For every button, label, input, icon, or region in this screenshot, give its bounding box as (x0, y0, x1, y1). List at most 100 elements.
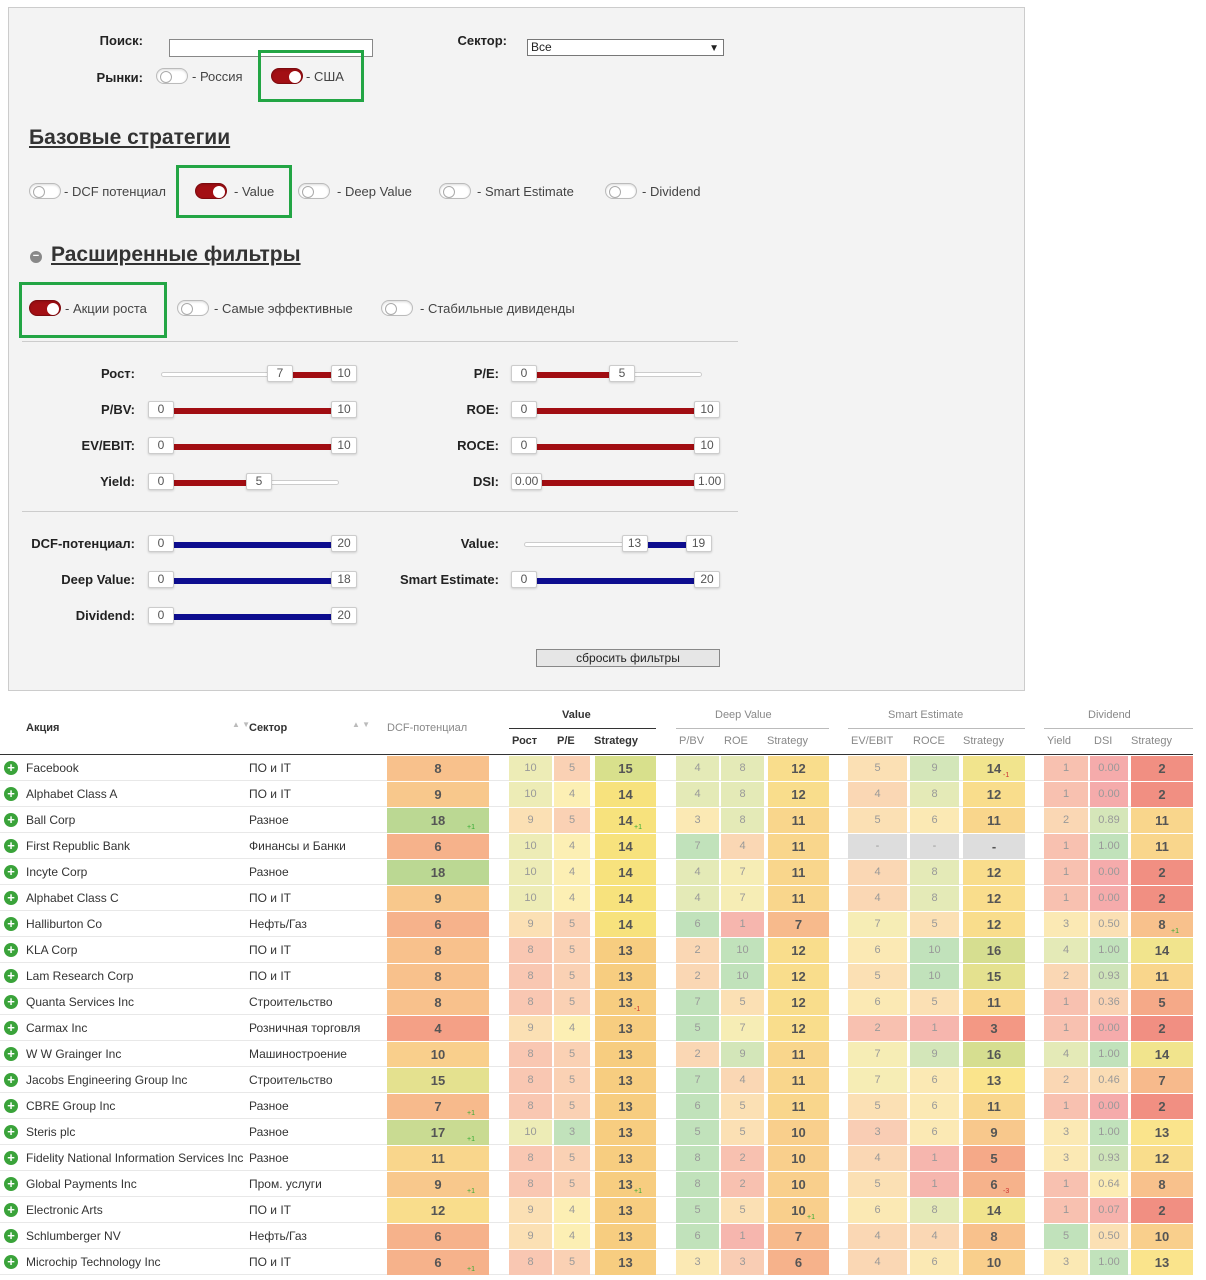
toggle-base-3[interactable] (439, 183, 471, 199)
stock-name[interactable]: Quanta Services Inc (26, 995, 135, 1009)
stock-name[interactable]: Fidelity National Information Services I… (26, 1151, 244, 1165)
toggle-base-4[interactable] (605, 183, 637, 199)
table-row[interactable]: + Jacobs Engineering Group Inc Строительст… (0, 1067, 1206, 1093)
col-header-sub[interactable]: Рост (512, 735, 538, 747)
table-row[interactable]: + Ball Corp Разное 18 +1 9 5 14 +1 3 8 11 5 6 11 2 0.89 1… (0, 807, 1206, 833)
table-row[interactable]: + Steris plc Разное 17 +1 10 3 13 5 5 10 3 6 9 3 1.00 13 (0, 1119, 1206, 1145)
slider-handle-max[interactable]: 19 (685, 535, 712, 552)
add-icon[interactable]: + (4, 1021, 18, 1035)
stock-name[interactable]: Ball Corp (26, 813, 76, 827)
add-icon[interactable]: + (4, 1203, 18, 1217)
sector-select[interactable]: Все ▼ (527, 39, 724, 56)
toggle-usa[interactable] (271, 68, 303, 84)
sort-icon[interactable]: ▲ ▼ (232, 720, 251, 729)
slider-handle-min[interactable]: 0 (148, 437, 174, 454)
add-icon[interactable]: + (4, 839, 18, 853)
slider-handle-min[interactable]: 0 (511, 401, 537, 418)
extended-filters-title[interactable]: Расширенные фильтры (51, 243, 301, 266)
add-icon[interactable]: + (4, 1047, 18, 1061)
slider-handle-max[interactable]: 5 (246, 473, 272, 490)
stock-name[interactable]: Carmax Inc (26, 1021, 88, 1035)
stock-name[interactable]: Steris plc (26, 1125, 76, 1139)
slider-handle-max[interactable]: 10 (694, 401, 720, 418)
slider-handle-max[interactable]: 20 (331, 535, 357, 552)
toggle-russia[interactable] (156, 68, 188, 84)
slider-handle-max[interactable]: 1.00 (694, 473, 726, 490)
slider-handle-max[interactable]: 18 (331, 571, 357, 588)
table-row[interactable]: + First Republic Bank Финансы и Банки 6 10 4 1… (0, 833, 1206, 859)
add-icon[interactable]: + (4, 995, 18, 1009)
table-row[interactable]: + Microchip Technology Inc ПО и IT 6 +1 8 5 13 3… (0, 1249, 1206, 1275)
slider-handle-min[interactable]: 0 (148, 607, 174, 624)
add-icon[interactable]: + (4, 1099, 18, 1113)
slider-handle-max[interactable]: 20 (694, 571, 720, 588)
col-header-sub[interactable]: Strategy (594, 735, 639, 747)
add-icon[interactable]: + (4, 1255, 18, 1269)
slider-handle-min[interactable]: 0 (148, 473, 174, 490)
slider-handle-max[interactable]: 10 (331, 401, 357, 418)
slider-handle-min[interactable]: 13 (621, 535, 648, 552)
stock-name[interactable]: Alphabet Class C (26, 891, 119, 905)
slider-handle-min[interactable]: 0 (511, 571, 537, 588)
stock-name[interactable]: Global Payments Inc (26, 1177, 137, 1191)
slider-handle-min[interactable]: 0 (148, 571, 174, 588)
add-icon[interactable]: + (4, 891, 18, 905)
slider-handle-min[interactable]: 7 (267, 365, 293, 382)
table-row[interactable]: + Carmax Inc Розничная торговля 4 9 4 13 5 7 12 2 1… (0, 1015, 1206, 1041)
stock-name[interactable]: Lam Research Corp (26, 969, 134, 983)
add-icon[interactable]: + (4, 969, 18, 983)
table-row[interactable]: + Fidelity National Information Services … (0, 1145, 1206, 1171)
add-icon[interactable]: + (4, 943, 18, 957)
stock-name[interactable]: Schlumberger NV (26, 1229, 121, 1243)
col-header-dcf[interactable]: DCF-потенциал (387, 722, 468, 734)
add-icon[interactable]: + (4, 1177, 18, 1191)
slider-handle-max[interactable]: 5 (609, 365, 635, 382)
slider-handle-min[interactable]: 0 (148, 401, 174, 418)
stock-name[interactable]: KLA Corp (26, 943, 78, 957)
table-row[interactable]: + Halliburton Co Нефть/Газ 6 9 5 14 6 1 7 7 5 12 3 0.5… (0, 911, 1206, 937)
table-row[interactable]: + Electronic Arts ПО и IT 12 9 4 13 5 5 10 +1 6 8 14 1… (0, 1197, 1206, 1223)
stock-name[interactable]: Microchip Technology Inc (26, 1255, 161, 1269)
stock-name[interactable]: First Republic Bank (26, 839, 131, 853)
stock-name[interactable]: W W Grainger Inc (26, 1047, 122, 1061)
reset-filters-button[interactable]: сбросить фильтры (536, 649, 720, 667)
stock-name[interactable]: Halliburton Co (26, 917, 103, 931)
slider-handle-min[interactable]: 0 (511, 365, 537, 382)
add-icon[interactable]: + (4, 813, 18, 827)
add-icon[interactable]: + (4, 1151, 18, 1165)
col-header-sub[interactable]: Yield (1047, 735, 1072, 747)
stock-name[interactable]: Jacobs Engineering Group Inc (26, 1073, 188, 1087)
col-header-sub[interactable]: ROE (724, 735, 748, 747)
table-row[interactable]: + Alphabet Class C ПО и IT 9 10 4 14 4 7 11 4 8 12 1 0… (0, 885, 1206, 911)
slider-handle-max[interactable]: 10 (694, 437, 720, 454)
slider-handle-min[interactable]: 0.00 (511, 473, 543, 490)
table-row[interactable]: + Quanta Services Inc Строительство 8 8 5 13 -1… (0, 989, 1206, 1015)
slider-handle-min[interactable]: 0 (511, 437, 537, 454)
col-header-sub[interactable]: Strategy (963, 735, 1004, 747)
col-header-sub[interactable]: ROCE (913, 735, 945, 747)
stock-name[interactable]: Facebook (26, 761, 79, 775)
col-header-sector[interactable]: Сектор (249, 722, 288, 734)
add-icon[interactable]: + (4, 917, 18, 931)
toggle-base-2[interactable] (298, 183, 330, 199)
toggle-ext-2[interactable] (381, 300, 413, 316)
table-row[interactable]: + Facebook ПО и IT 8 10 5 15 4 8 12 5 9 14 -1 1 0.00 2 (0, 755, 1206, 781)
table-row[interactable]: + CBRE Group Inc Разное 7 +1 8 5 13 6 5 11 5 6 11 1 0.0… (0, 1093, 1206, 1119)
table-row[interactable]: + KLA Corp ПО и IT 8 8 5 13 2 10 12 6 10 16 4 1.00 14 (0, 937, 1206, 963)
stock-name[interactable]: Incyte Corp (26, 865, 88, 879)
add-icon[interactable]: + (4, 787, 18, 801)
table-row[interactable]: + Schlumberger NV Нефть/Газ 6 9 4 13 6 1 7 4 4 8 5 0.5… (0, 1223, 1206, 1249)
add-icon[interactable]: + (4, 865, 18, 879)
table-row[interactable]: + Lam Research Corp ПО и IT 8 8 5 13 2 10 12 5 10 15… (0, 963, 1206, 989)
stock-name[interactable]: CBRE Group Inc (26, 1099, 116, 1113)
table-row[interactable]: + Alphabet Class A ПО и IT 9 10 4 14 4 8 12 4 8 12 1 0… (0, 781, 1206, 807)
col-header-sub[interactable]: Strategy (1131, 735, 1172, 747)
toggle-base-0[interactable] (29, 183, 61, 199)
stock-name[interactable]: Alphabet Class A (26, 787, 118, 801)
table-row[interactable]: + Global Payments Inc Пром. услуги 9 +1 8 5 13 +… (0, 1171, 1206, 1197)
toggle-ext-0[interactable] (29, 300, 61, 316)
col-header-sub[interactable]: DSI (1094, 735, 1113, 747)
toggle-ext-1[interactable] (177, 300, 209, 316)
table-row[interactable]: + W W Grainger Inc Машиностроение 10 8 5 13 2 9 1… (0, 1041, 1206, 1067)
col-header-stock[interactable]: Акция (26, 722, 60, 734)
